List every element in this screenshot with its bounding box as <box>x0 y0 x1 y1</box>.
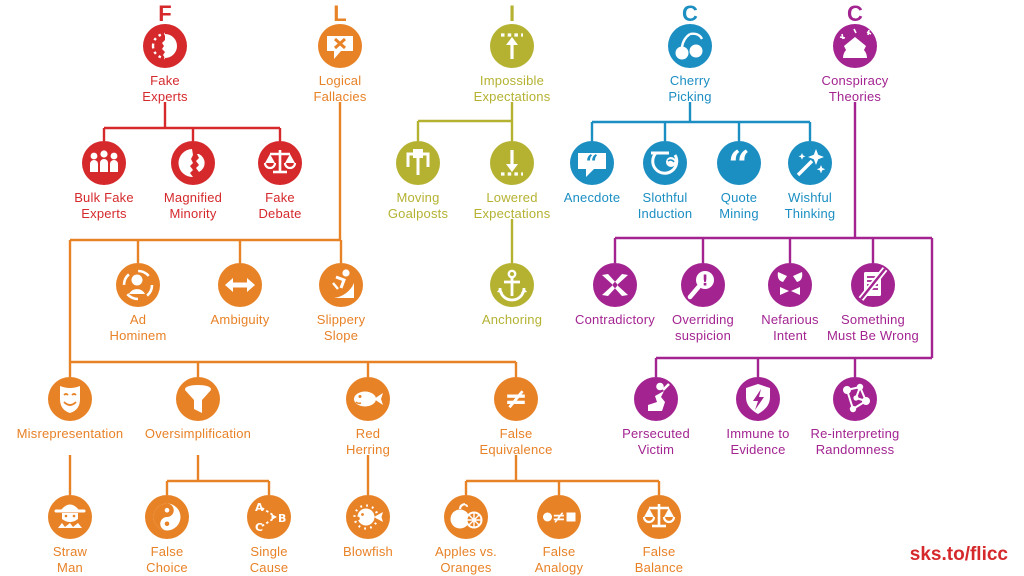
node-label-false-balance: False Balance <box>634 544 684 575</box>
node-label-contradictory: Contradictory <box>575 312 655 327</box>
svg-text:B: B <box>278 512 286 525</box>
group-letter-conspiracy-theories: C <box>847 1 863 26</box>
raised-bar-arrow-icon <box>490 24 534 68</box>
group-letter-logical-fallacies: L <box>333 1 347 26</box>
sloth-icon <box>643 141 687 185</box>
node-label-impossible-expectations: Impossible Expectations <box>473 73 551 104</box>
connector <box>654 238 934 377</box>
magic-wand-icon <box>788 141 832 185</box>
crossed-document-icon <box>851 263 895 307</box>
node-label-logical-fallacies: Logical Fallacies <box>313 73 367 104</box>
svg-text:!: ! <box>702 272 709 290</box>
kneeling-person-icon <box>634 377 678 421</box>
funnel-icon <box>176 377 220 421</box>
node-label-false-analogy: False Analogy <box>534 544 584 575</box>
head-crosshair-icon <box>116 263 160 307</box>
connector <box>590 102 812 141</box>
node-label-slippery-slope: Slippery Slope <box>316 312 366 343</box>
node-label-fake-experts: Fake Experts <box>142 73 188 104</box>
circle-notequal-square-icon: ≠ <box>537 495 581 539</box>
node-label-quote-mining: Quote Mining <box>719 190 759 221</box>
attribution-link[interactable]: sks.to/flicc <box>909 544 1008 565</box>
not-equal-icon: ≠ <box>494 377 538 421</box>
node-label-nefarious-intent: Nefarious Intent <box>761 312 819 343</box>
crowd-icon <box>82 141 126 185</box>
two-faces-icon <box>171 141 215 185</box>
node-label-persecuted-victim: Persecuted Victim <box>622 426 690 457</box>
connector <box>102 102 282 141</box>
anchor-icon <box>490 263 534 307</box>
node-label-fake-debate: Fake Debate <box>258 190 302 221</box>
node-label-misrepresentation: Misrepresentation <box>16 426 124 441</box>
quote-bubble-icon: “ <box>570 141 614 185</box>
node-label-false-equivalence: False Equivalence <box>479 426 553 457</box>
svg-text:C: C <box>255 521 263 534</box>
node-label-ambiguity: Ambiguity <box>210 312 270 327</box>
node-label-lowered-expectations: Lowered Expectations <box>473 190 551 221</box>
blowfish-icon <box>346 495 390 539</box>
group-letter-fake-experts: F <box>158 1 172 26</box>
node-label-conspiracy-theories: Conspiracy Theories <box>821 73 889 104</box>
sliding-person-icon <box>319 263 363 307</box>
node-label-ad-hominem: Ad Hominem <box>109 312 167 343</box>
node-label-anchoring: Anchoring <box>481 312 543 327</box>
theater-mask-icon <box>48 377 92 421</box>
node-label-straw-man: Straw Man <box>52 544 88 575</box>
quote-marks-icon: “ <box>717 141 761 185</box>
node-label-slothful-induction: Slothful Induction <box>637 190 693 221</box>
linked-dots-icon <box>833 377 877 421</box>
arrow-down-dashed-icon <box>490 141 534 185</box>
node-label-overriding-suspicion: Overriding suspicion <box>672 312 734 343</box>
node-label-anecdote: Anecdote <box>563 190 621 205</box>
connector <box>165 455 271 495</box>
magnifier-exclaim-icon: ! <box>681 263 725 307</box>
speech-bubble-x-icon <box>318 24 362 68</box>
node-label-oversimplification: Oversimplification <box>144 426 252 441</box>
fish-icon <box>346 377 390 421</box>
apple-orange-icon <box>444 495 488 539</box>
svg-text:A: A <box>255 501 264 514</box>
devil-face-icon <box>768 263 812 307</box>
connector <box>68 240 518 377</box>
node-label-red-herring: Red Herring <box>345 426 391 457</box>
node-label-magnified-minority: Magnified Minority <box>163 190 223 221</box>
group-letter-cherry-picking: C <box>682 1 698 26</box>
node-label-apples-vs-oranges: Apples vs. Oranges <box>435 544 497 575</box>
node-label-wishful-thinking: Wishful Thinking <box>784 190 836 221</box>
node-label-false-choice: False Choice <box>146 544 188 575</box>
connector <box>464 455 661 495</box>
balance-scale-icon <box>258 141 302 185</box>
colliding-arrows-icon <box>593 263 637 307</box>
cherries-icon <box>668 24 712 68</box>
connector <box>70 102 343 263</box>
fake-experts-icon <box>143 24 187 68</box>
node-label-blowfish: Blowfish <box>342 544 393 559</box>
svg-text:≠: ≠ <box>504 382 527 415</box>
goalpost-icon <box>396 141 440 185</box>
scarecrow-icon <box>48 495 92 539</box>
node-label-something-must-be-wrong: Something Must Be Wrong <box>827 312 919 343</box>
node-label-bulk-fake-experts: Bulk Fake Experts <box>74 190 134 221</box>
node-label-cherry-picking: Cherry Picking <box>668 73 712 104</box>
connector <box>613 102 932 263</box>
node-label-reinterpreting-randomness: Re-interpreting Randomness <box>810 426 900 457</box>
svg-text:“: “ <box>728 142 750 185</box>
balance-scale-icon <box>637 495 681 539</box>
node-label-single-cause: Single Cause <box>249 544 289 575</box>
svg-text:“: “ <box>586 151 599 177</box>
tinfoil-hat-icon <box>833 24 877 68</box>
connector <box>416 102 514 141</box>
svg-text:≠: ≠ <box>552 508 565 527</box>
shield-bolt-icon <box>736 377 780 421</box>
node-label-moving-goalposts: Moving Goalposts <box>387 190 449 221</box>
group-letter-impossible-expectations: I <box>508 1 516 26</box>
yin-yang-icon <box>145 495 189 539</box>
node-label-immune-to-evidence: Immune to Evidence <box>726 426 790 457</box>
double-arrow-icon <box>218 263 262 307</box>
